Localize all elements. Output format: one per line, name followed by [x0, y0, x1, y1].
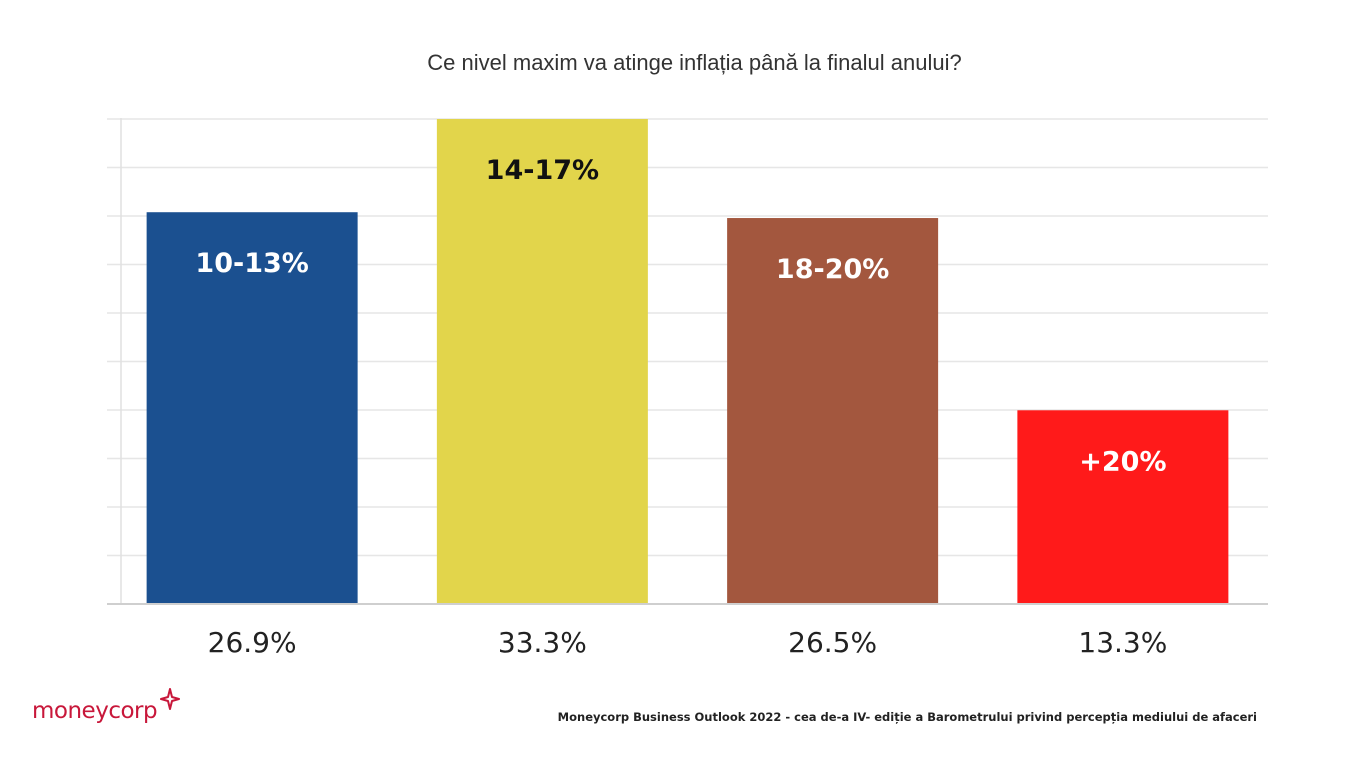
bar: [436, 119, 648, 604]
bar-value-label: 13.3%: [1078, 626, 1167, 659]
bar-chart: 10-13% 26.9% 14-17% 33.3% 18-20% 26.5% +20% 13.…: [107, 118, 1268, 659]
bar: [1017, 410, 1229, 604]
bar-value-label: 26.9%: [208, 626, 297, 659]
bar-category-label: +20%: [1079, 446, 1166, 477]
bar-category-label: 18-20%: [776, 254, 889, 285]
brand-logo: moneycorp: [32, 698, 158, 724]
labels: 10-13% 26.9% 14-17% 33.3% 18-20% 26.5% +20% 13.…: [195, 155, 1167, 659]
bar-category-label: 10-13%: [195, 248, 308, 279]
bar: [727, 218, 939, 604]
sparkle-icon: [160, 688, 180, 710]
bar-category-label: 14-17%: [486, 155, 599, 186]
bar-value-label: 33.3%: [498, 626, 587, 659]
source-note: Moneycorp Business Outlook 2022 - cea de…: [557, 710, 1257, 724]
chart-title: Ce nivel maxim va atinge inflația până l…: [427, 50, 962, 75]
bars: [146, 119, 1229, 605]
bar-value-label: 26.5%: [788, 626, 877, 659]
bar: [146, 212, 358, 605]
